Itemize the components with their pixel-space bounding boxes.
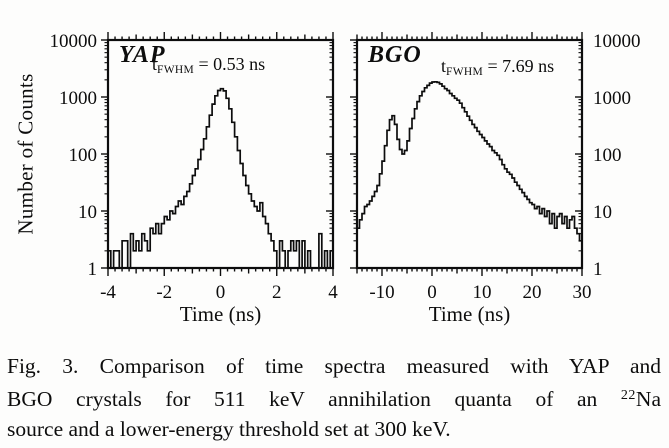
svg-text:10000: 10000 — [50, 31, 98, 52]
svg-text:30: 30 — [573, 282, 592, 303]
isotope-symbol: Na — [635, 387, 661, 411]
svg-text:1: 1 — [88, 259, 98, 280]
svg-text:20: 20 — [523, 282, 542, 303]
yap-fwhm-annotation: tFWHM = 0.53 ns — [152, 54, 265, 76]
yap-fwhm-subscript: FWHM — [157, 64, 194, 76]
svg-text:10000: 10000 — [593, 31, 641, 52]
yap-plot-title: YAP — [119, 42, 166, 68]
svg-text:-4: -4 — [100, 282, 116, 303]
svg-text:-10: -10 — [369, 282, 394, 303]
bgo-fwhm-annotation: tFWHM = 7.69 ns — [441, 56, 554, 78]
time-spectra-figure-svg: -4 -2 0 2 4 1 10 100 1000 10000 Time (ns) -10 0 10 20 3… — [50, 31, 641, 326]
bgo-fwhm-subscript: FWHM — [446, 66, 483, 78]
caption-line-1: Fig. 3. Comparison of time spectra measu… — [7, 354, 661, 378]
svg-text:10: 10 — [78, 202, 97, 223]
svg-text:2: 2 — [272, 282, 282, 303]
yap-fwhm-value: = 0.53 ns — [194, 54, 266, 74]
svg-text:1000: 1000 — [59, 88, 97, 109]
svg-text:1: 1 — [593, 259, 603, 280]
svg-text:Time (ns): Time (ns) — [429, 302, 511, 326]
bgo-fwhm-value: = 7.69 ns — [483, 56, 555, 76]
svg-text:10: 10 — [473, 282, 492, 303]
svg-text:100: 100 — [69, 145, 98, 166]
svg-text:-2: -2 — [156, 282, 172, 303]
svg-text:10: 10 — [593, 202, 612, 223]
svg-text:1000: 1000 — [593, 88, 631, 109]
bgo-fwhm-symbol: t — [441, 56, 447, 76]
caption-line-2: BGO crystals for 511 keV annihilation qu… — [7, 381, 661, 414]
svg-text:Time (ns): Time (ns) — [180, 302, 262, 326]
bgo-plot-title: BGO — [368, 42, 422, 68]
caption-line-2-text: BGO crystals for 511 keV annihilation qu… — [7, 387, 621, 411]
isotope-mass-superscript: 22 — [620, 388, 636, 403]
svg-text:100: 100 — [593, 145, 622, 166]
y-axis-title: Number of Counts — [13, 73, 38, 235]
svg-text:0: 0 — [216, 282, 226, 303]
svg-text:0: 0 — [427, 282, 437, 303]
figure-caption: Fig. 3. Comparison of time spectra measu… — [7, 351, 661, 444]
yap-fwhm-symbol: t — [152, 54, 158, 74]
caption-line-3: source and a lower-energy threshold set … — [7, 417, 451, 441]
svg-text:4: 4 — [328, 282, 338, 303]
